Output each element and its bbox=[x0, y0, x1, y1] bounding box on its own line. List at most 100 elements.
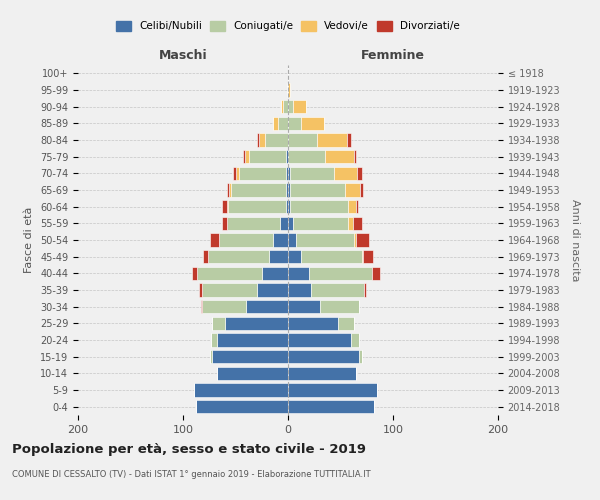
Bar bbox=[227, 200, 228, 213]
Bar bbox=[217, 334, 288, 346]
Bar bbox=[274, 234, 288, 246]
Bar bbox=[354, 234, 356, 246]
Bar bbox=[317, 134, 347, 146]
Bar bbox=[286, 166, 288, 180]
Bar bbox=[287, 84, 288, 96]
Legend: Celibi/Nubili, Coniugati/e, Vedovi/e, Divorziati/e: Celibi/Nubili, Coniugati/e, Vedovi/e, Di… bbox=[116, 21, 460, 32]
Bar bbox=[288, 350, 359, 364]
Bar bbox=[288, 300, 320, 314]
Bar bbox=[229, 184, 232, 196]
Bar bbox=[202, 300, 246, 314]
Bar bbox=[269, 250, 288, 264]
Bar bbox=[345, 184, 361, 196]
Bar bbox=[288, 266, 309, 280]
Bar bbox=[245, 150, 249, 164]
Bar bbox=[208, 250, 269, 264]
Bar bbox=[288, 316, 338, 330]
Bar bbox=[286, 200, 288, 213]
Bar bbox=[265, 134, 288, 146]
Bar bbox=[362, 250, 373, 264]
Bar bbox=[212, 316, 225, 330]
Bar bbox=[288, 216, 293, 230]
Bar bbox=[257, 134, 259, 146]
Bar bbox=[212, 350, 288, 364]
Bar bbox=[309, 266, 372, 280]
Bar bbox=[301, 250, 362, 264]
Bar bbox=[222, 216, 227, 230]
Bar bbox=[277, 116, 288, 130]
Bar bbox=[293, 216, 348, 230]
Bar bbox=[235, 166, 239, 180]
Bar bbox=[358, 166, 361, 180]
Bar bbox=[228, 200, 286, 213]
Text: Femmine: Femmine bbox=[361, 48, 425, 62]
Bar bbox=[354, 150, 356, 164]
Bar bbox=[193, 384, 288, 396]
Bar bbox=[218, 234, 274, 246]
Bar bbox=[348, 200, 356, 213]
Bar bbox=[243, 150, 245, 164]
Bar bbox=[288, 366, 356, 380]
Bar bbox=[288, 200, 290, 213]
Bar bbox=[372, 266, 380, 280]
Bar bbox=[199, 284, 202, 296]
Bar bbox=[288, 234, 296, 246]
Bar bbox=[227, 216, 280, 230]
Bar bbox=[246, 300, 288, 314]
Bar bbox=[359, 350, 362, 364]
Bar bbox=[288, 116, 301, 130]
Bar bbox=[356, 200, 358, 213]
Bar bbox=[225, 316, 288, 330]
Bar bbox=[293, 100, 306, 114]
Bar bbox=[351, 334, 359, 346]
Bar bbox=[227, 184, 229, 196]
Bar bbox=[296, 234, 354, 246]
Bar bbox=[196, 400, 288, 413]
Bar bbox=[222, 200, 227, 213]
Text: Maschi: Maschi bbox=[158, 48, 208, 62]
Bar bbox=[290, 184, 345, 196]
Text: COMUNE DI CESSALTO (TV) - Dati ISTAT 1° gennaio 2019 - Elaborazione TUTTITALIA.I: COMUNE DI CESSALTO (TV) - Dati ISTAT 1° … bbox=[12, 470, 371, 479]
Bar bbox=[288, 184, 290, 196]
Bar bbox=[301, 116, 324, 130]
Bar bbox=[203, 250, 208, 264]
Bar bbox=[286, 150, 288, 164]
Bar bbox=[201, 300, 202, 314]
Bar bbox=[286, 184, 288, 196]
Bar bbox=[288, 100, 293, 114]
Bar bbox=[356, 234, 369, 246]
Bar bbox=[231, 184, 286, 196]
Bar bbox=[259, 134, 265, 146]
Bar bbox=[348, 216, 353, 230]
Bar bbox=[239, 166, 286, 180]
Bar bbox=[320, 300, 359, 314]
Bar bbox=[249, 150, 286, 164]
Bar bbox=[257, 284, 288, 296]
Bar bbox=[311, 284, 364, 296]
Bar bbox=[274, 116, 277, 130]
Y-axis label: Anni di nascita: Anni di nascita bbox=[570, 198, 580, 281]
Bar bbox=[281, 100, 283, 114]
Bar bbox=[334, 166, 358, 180]
Bar bbox=[202, 284, 257, 296]
Bar bbox=[283, 100, 288, 114]
Bar bbox=[211, 334, 217, 346]
Bar bbox=[288, 84, 290, 96]
Bar bbox=[233, 166, 235, 180]
Bar bbox=[290, 166, 334, 180]
Bar bbox=[288, 166, 290, 180]
Bar bbox=[210, 350, 212, 364]
Bar bbox=[288, 334, 351, 346]
Bar bbox=[338, 316, 354, 330]
Bar bbox=[197, 266, 262, 280]
Bar bbox=[325, 150, 354, 164]
Bar bbox=[364, 284, 366, 296]
Bar bbox=[361, 184, 362, 196]
Bar bbox=[288, 284, 311, 296]
Bar bbox=[280, 216, 288, 230]
Bar bbox=[290, 200, 348, 213]
Bar bbox=[288, 150, 325, 164]
Text: Popolazione per età, sesso e stato civile - 2019: Popolazione per età, sesso e stato civil… bbox=[12, 442, 366, 456]
Bar bbox=[361, 250, 362, 264]
Bar bbox=[288, 384, 377, 396]
